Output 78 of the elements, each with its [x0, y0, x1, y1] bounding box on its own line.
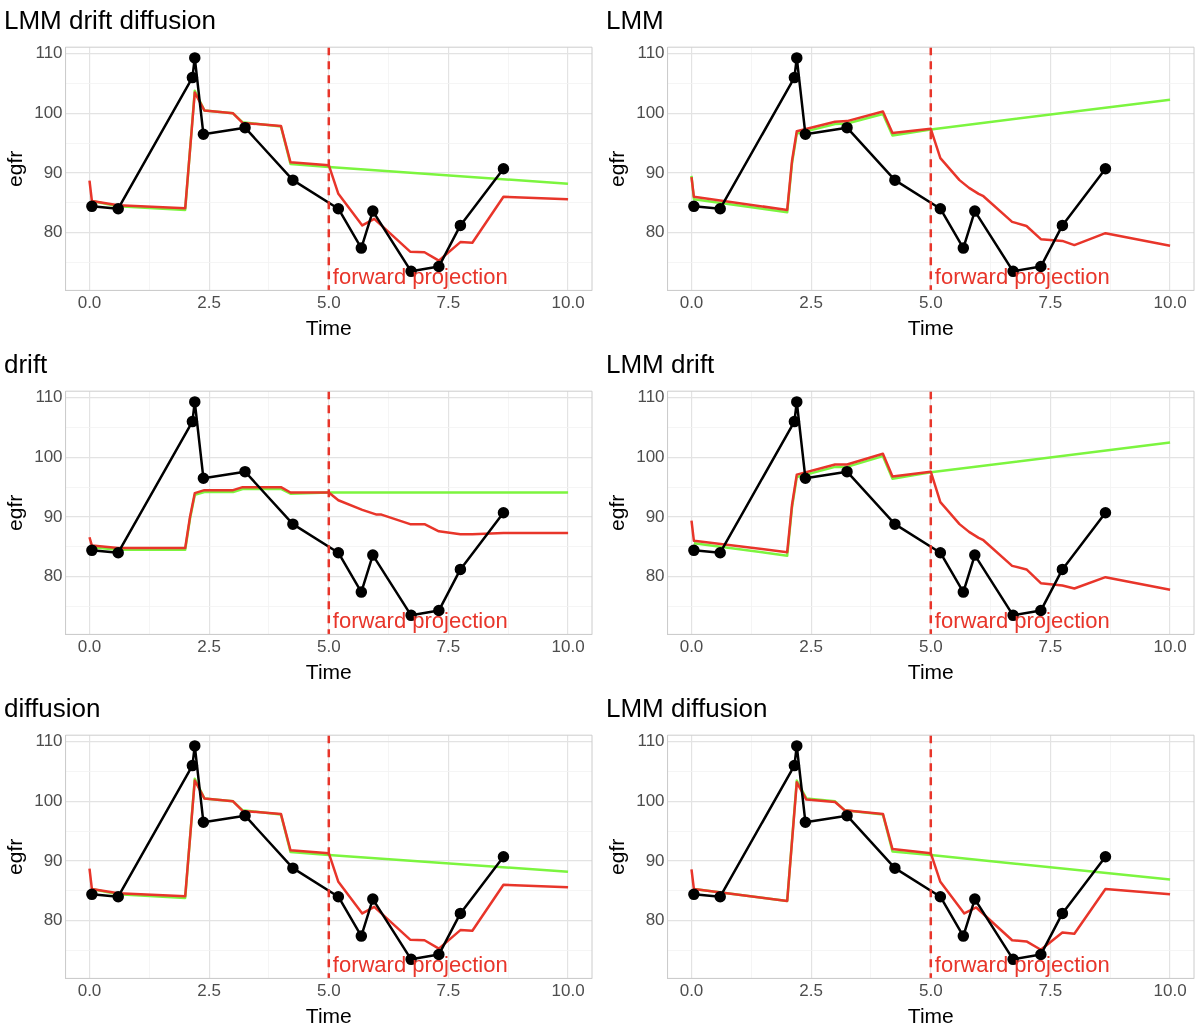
x-tick-label: 5.0 [918, 293, 943, 313]
ref-line-label: forward projection [332, 952, 508, 978]
y-tick-label: 80 [645, 566, 665, 586]
x-tick-label: 0.0 [77, 293, 102, 313]
x-tick-label: 10.0 [551, 981, 585, 1001]
ref-line-label: forward projection [934, 952, 1110, 978]
ref-line-label: forward projection [934, 264, 1110, 290]
x-tick-label: 10.0 [551, 637, 585, 657]
y-tick-label: 90 [43, 162, 63, 182]
ref-line-label: forward projection [934, 608, 1110, 634]
x-tick-label: 0.0 [679, 981, 704, 1001]
chart-title: drift [4, 348, 49, 379]
chart-title: LMM [606, 4, 664, 35]
x-tick-label: 7.5 [436, 981, 461, 1001]
ref-line-label: forward projection [332, 608, 508, 634]
y-axis-title: egfr [3, 494, 27, 531]
x-tick-label: 2.5 [197, 981, 221, 1001]
y-tick-label: 90 [43, 506, 63, 526]
y-tick-label: 90 [645, 162, 665, 182]
y-tick-label: 80 [43, 222, 63, 242]
chart-title: LMM diffusion [606, 692, 768, 723]
y-tick-label: 80 [645, 910, 665, 930]
x-tick-label: 5.0 [918, 981, 943, 1001]
x-tick-label: 2.5 [799, 637, 823, 657]
x-tick-label: 10.0 [551, 293, 585, 313]
x-tick-label: 7.5 [1038, 293, 1063, 313]
x-tick-label: 2.5 [799, 293, 823, 313]
x-tick-label: 2.5 [197, 637, 221, 657]
x-axis-title: Time [907, 1004, 954, 1028]
x-tick-label: 5.0 [316, 293, 341, 313]
chart-title: diffusion [4, 692, 101, 723]
x-tick-label: 5.0 [918, 637, 943, 657]
x-tick-label: 0.0 [679, 637, 704, 657]
x-tick-label: 7.5 [436, 637, 461, 657]
y-tick-label: 100 [34, 447, 63, 467]
y-axis-title: egfr [3, 838, 27, 875]
y-tick-label: 100 [636, 791, 665, 811]
x-tick-label: 2.5 [799, 981, 823, 1001]
x-tick-label: 0.0 [679, 293, 704, 313]
y-tick-label: 80 [43, 910, 63, 930]
y-tick-label: 110 [35, 387, 63, 407]
y-tick-label: 90 [645, 850, 665, 870]
x-tick-label: 0.0 [77, 637, 102, 657]
x-tick-label: 7.5 [1038, 637, 1063, 657]
x-tick-label: 10.0 [1153, 293, 1187, 313]
y-tick-label: 80 [43, 566, 63, 586]
y-axis-title: egfr [605, 494, 629, 531]
x-axis-title: Time [305, 316, 352, 340]
x-tick-label: 7.5 [436, 293, 461, 313]
x-tick-label: 10.0 [1153, 637, 1187, 657]
x-tick-label: 10.0 [1153, 981, 1187, 1001]
y-tick-label: 100 [34, 791, 63, 811]
x-axis-title: Time [907, 660, 954, 684]
x-axis-title: Time [907, 316, 954, 340]
chart-title: LMM drift diffusion [4, 4, 216, 35]
x-axis-title: Time [305, 1004, 352, 1028]
x-tick-label: 2.5 [197, 293, 221, 313]
y-tick-label: 110 [637, 43, 665, 63]
y-tick-label: 100 [636, 103, 665, 123]
x-tick-label: 7.5 [1038, 981, 1063, 1001]
y-tick-label: 110 [637, 387, 665, 407]
x-tick-label: 0.0 [77, 981, 102, 1001]
y-tick-label: 110 [35, 43, 63, 63]
y-tick-label: 90 [43, 850, 63, 870]
y-tick-label: 100 [636, 447, 665, 467]
y-axis-title: egfr [605, 838, 629, 875]
y-axis-title: egfr [3, 150, 27, 187]
x-tick-label: 5.0 [316, 637, 341, 657]
x-tick-label: 5.0 [316, 981, 341, 1001]
y-tick-label: 110 [35, 731, 63, 751]
x-axis-title: Time [305, 660, 352, 684]
ref-line-label: forward projection [332, 264, 508, 290]
y-axis-title: egfr [605, 150, 629, 187]
y-tick-label: 100 [34, 103, 63, 123]
y-tick-label: 110 [637, 731, 665, 751]
y-tick-label: 80 [645, 222, 665, 242]
chart-title: LMM drift [606, 348, 716, 379]
y-tick-label: 90 [645, 506, 665, 526]
